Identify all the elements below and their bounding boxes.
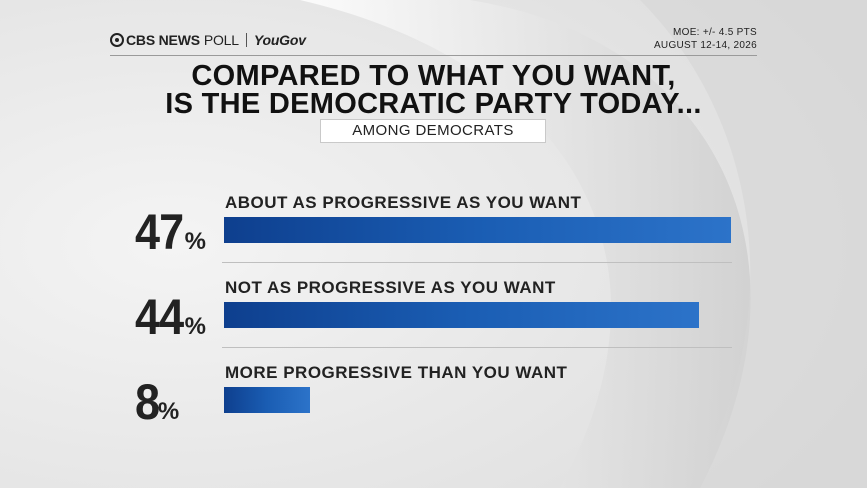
category-label: ABOUT AS PROGRESSIVE AS YOU WANT bbox=[225, 193, 582, 212]
bar bbox=[224, 302, 699, 328]
brand-partner: YouGov bbox=[253, 32, 306, 48]
header-rule bbox=[110, 55, 757, 56]
data-label: 8% bbox=[135, 373, 179, 431]
data-label: 47% bbox=[135, 203, 206, 261]
brand-separator bbox=[245, 33, 247, 47]
chart-title-line-2: IS THE DEMOCRATIC PARTY TODAY... bbox=[165, 88, 702, 120]
bar-row: 8% MORE PROGRESSIVE THAN YOU WANT bbox=[135, 353, 735, 433]
chart-title-line-1: COMPARED TO WHAT YOU WANT, bbox=[191, 60, 676, 92]
bar bbox=[224, 387, 310, 413]
data-label-unit: % bbox=[184, 313, 206, 340]
brand-poll: POLL bbox=[203, 32, 239, 48]
poll-date: AUGUST 12-14, 2026 bbox=[653, 40, 757, 51]
data-label-value: 8 bbox=[135, 374, 160, 430]
brand-logo: CBS NEWS POLL YouGov bbox=[110, 32, 306, 48]
bar bbox=[224, 217, 731, 243]
chart-title: COMPARED TO WHAT YOU WANT, IS THE DEMOCR… bbox=[110, 60, 757, 120]
brand-network: CBS NEWS bbox=[126, 32, 200, 48]
row-divider bbox=[222, 347, 732, 348]
cbs-eye-icon bbox=[110, 33, 124, 47]
data-label-unit: % bbox=[157, 398, 180, 425]
category-label: MORE PROGRESSIVE THAN YOU WANT bbox=[225, 363, 568, 382]
bar-row: 44% NOT AS PROGRESSIVE AS YOU WANT bbox=[135, 268, 735, 348]
category-label: NOT AS PROGRESSIVE AS YOU WANT bbox=[225, 278, 556, 297]
data-label-unit: % bbox=[184, 228, 206, 255]
data-label: 44% bbox=[135, 288, 206, 346]
bar-row: 47% ABOUT AS PROGRESSIVE AS YOU WANT bbox=[135, 183, 735, 263]
data-label-value: 47 bbox=[135, 204, 184, 260]
row-divider bbox=[222, 262, 732, 263]
chart-subtitle: AMONG DEMOCRATS bbox=[320, 119, 546, 143]
poll-meta: MOE: +/- 4.5 PTS AUGUST 12-14, 2026 bbox=[654, 26, 757, 52]
data-label-value: 44 bbox=[135, 289, 184, 345]
margin-of-error: MOE: +/- 4.5 PTS bbox=[673, 27, 757, 38]
header: CBS NEWS POLL YouGov MOE: +/- 4.5 PTS AU… bbox=[110, 22, 757, 58]
